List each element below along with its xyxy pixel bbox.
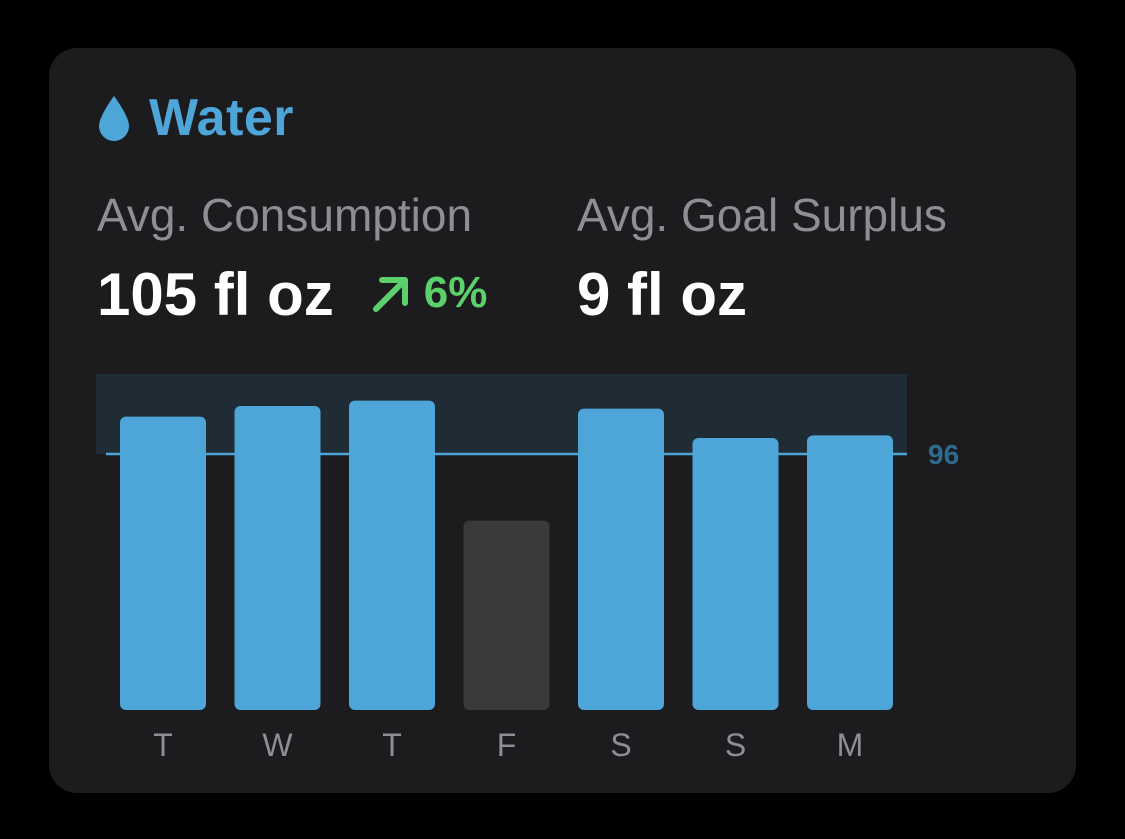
bar-0 <box>120 416 206 710</box>
trend-percent: 6% <box>423 268 488 317</box>
arrow-up-right-icon <box>372 277 408 312</box>
x-tick-label: T <box>382 727 402 763</box>
card-header: Water <box>97 88 294 148</box>
water-bar-chart: T W T F S S M 96 <box>96 374 959 763</box>
water-drop-icon <box>99 96 129 141</box>
bar-3 <box>463 520 550 710</box>
water-card[interactable]: Water Avg. Consumption 105 fl oz 6% Avg.… <box>49 48 1076 793</box>
avg-consumption-label: Avg. Consumption <box>97 189 473 241</box>
bar-5 <box>692 438 779 710</box>
x-tick-label: S <box>725 727 746 763</box>
goal-label: 96 <box>928 439 959 470</box>
x-tick-label: W <box>262 727 293 763</box>
x-tick-label: S <box>610 727 631 763</box>
avg-consumption-stat: Avg. Consumption 105 fl oz 6% <box>97 188 487 329</box>
x-tick-label: F <box>497 727 517 763</box>
x-tick-label: T <box>153 727 173 763</box>
x-tick-label: M <box>837 727 864 763</box>
goal-band <box>96 374 907 454</box>
trend-indicator: 6% <box>368 268 488 318</box>
bar-2 <box>349 400 435 710</box>
bar-1 <box>234 406 321 710</box>
avg-goal-surplus-stat: Avg. Goal Surplus 9 fl oz <box>577 188 947 329</box>
bar-6 <box>807 435 893 710</box>
avg-goal-surplus-value: 9 fl oz <box>577 261 748 328</box>
avg-goal-surplus-label: Avg. Goal Surplus <box>577 189 947 241</box>
avg-consumption-value: 105 fl oz <box>97 261 334 328</box>
card-title: Water <box>149 89 295 147</box>
bar-4 <box>578 408 664 710</box>
